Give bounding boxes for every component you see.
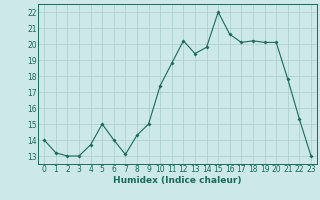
X-axis label: Humidex (Indice chaleur): Humidex (Indice chaleur) [113,176,242,185]
